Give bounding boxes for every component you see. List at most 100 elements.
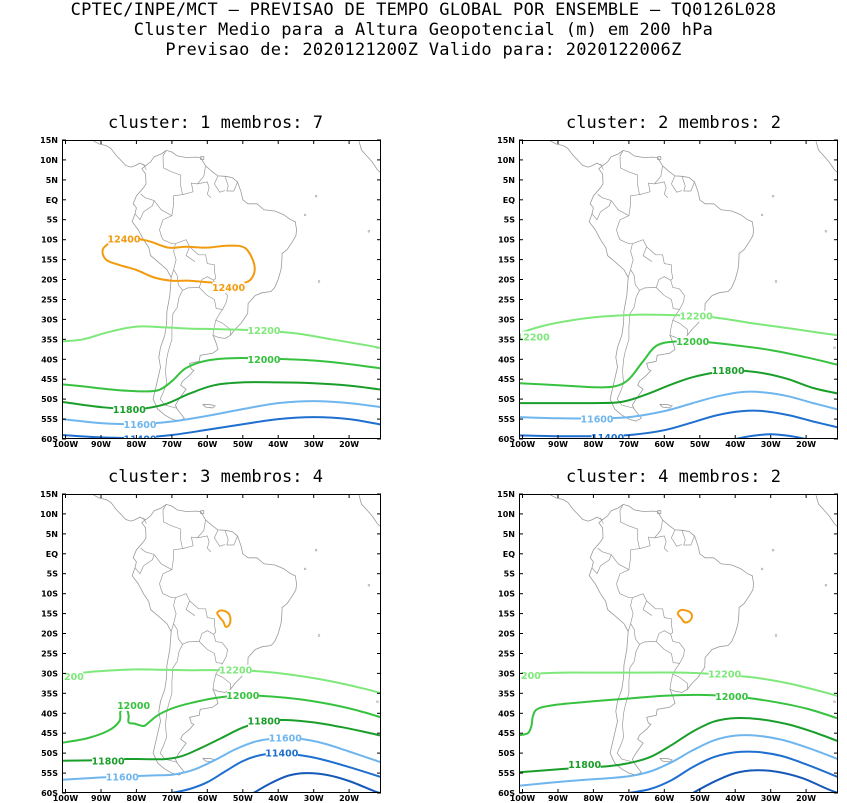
island [336, 137, 338, 139]
lat-label: 45S [41, 729, 58, 738]
coastline [659, 403, 673, 409]
lat-label: 15N [40, 136, 58, 145]
lat-label: 15N [497, 490, 515, 499]
island [332, 487, 334, 489]
lat-label: 20S [498, 276, 515, 285]
contour-12200 [519, 671, 838, 698]
contour-label-bg [124, 419, 156, 431]
lat-label: 5N [46, 530, 58, 539]
lat-label: 45S [498, 375, 515, 384]
country-border [616, 644, 640, 763]
members-number: 2 [770, 467, 782, 487]
lon-label: 70W [619, 440, 639, 449]
lat-label: 35S [498, 689, 515, 698]
lon-label: 40W [725, 794, 745, 803]
coastline [131, 503, 298, 776]
contour-label-bg [519, 669, 541, 681]
island [303, 213, 307, 217]
coastline [200, 156, 205, 160]
island [833, 346, 836, 349]
cluster-number: 1 [200, 113, 211, 133]
members-number: 7 [312, 113, 324, 133]
lat-label: 15S [498, 610, 515, 619]
country-border [185, 246, 196, 262]
contour-11400 [252, 772, 381, 793]
contour-11200 [692, 769, 838, 793]
island [774, 634, 778, 637]
contour-label: 12000 [715, 692, 748, 703]
contour-label: 12000 [247, 355, 280, 366]
contour-label: 12200 [247, 326, 280, 337]
contour-label-bg [62, 671, 84, 683]
country-border [671, 175, 683, 193]
contour-label: 11400 [265, 749, 298, 760]
contour-label: 11600 [580, 415, 613, 426]
contour-11400 [519, 409, 838, 438]
contour-12400 [101, 237, 256, 285]
country-border [616, 215, 634, 278]
map-frame [519, 494, 838, 793]
cluster-number: 3 [200, 467, 211, 487]
lon-label: 20W [339, 440, 359, 449]
contour-label: 12000 [226, 691, 259, 702]
contour-label: 11600 [106, 773, 139, 784]
country-border [616, 569, 634, 632]
panel-title: cluster: 3 membros: 4 [108, 467, 323, 487]
contour-11400 [735, 433, 807, 439]
island [338, 488, 340, 490]
country-border [212, 320, 217, 336]
lat-label: 5S [504, 570, 516, 579]
lat-label: 5S [504, 216, 516, 225]
island [367, 230, 371, 233]
island [317, 634, 321, 637]
map-layers: 12200 12200 12000 11800 11600 11400 [519, 140, 838, 444]
country-border [630, 269, 671, 291]
contour-label: 11400 [591, 433, 624, 444]
contour-label-bg [108, 233, 140, 245]
coastline [131, 149, 298, 422]
island [774, 280, 778, 283]
contour-11800 [519, 716, 838, 774]
lat-label: 10N [497, 510, 515, 519]
coastline [659, 757, 673, 763]
cluster-label: cluster: [566, 467, 648, 487]
island [795, 488, 797, 490]
coastline [143, 517, 147, 525]
lat-label: 25S [41, 296, 58, 305]
contour-label-bg [715, 691, 748, 702]
contour-label-bg [113, 404, 146, 415]
lon-label: 20W [796, 440, 816, 449]
country-border [212, 674, 217, 690]
country-border [591, 554, 612, 575]
contour-label: 11800 [247, 717, 280, 728]
lat-label: 25S [41, 650, 58, 659]
figure-title-line-2: Cluster Medio para a Altura Geopotencial… [133, 20, 714, 40]
lon-label: 40W [268, 794, 288, 803]
lon-label: 20W [339, 794, 359, 803]
lat-label: 50S [498, 749, 515, 758]
island [789, 487, 791, 489]
island [317, 280, 321, 283]
contour-label-bg [568, 758, 601, 770]
members-number: 2 [770, 113, 782, 133]
coastline [91, 494, 146, 522]
lon-label: 40W [268, 440, 288, 449]
figure-title-line-1: CPTEC/INPE/MCT – PREVISAO DE TEMPO GLOBA… [70, 0, 777, 20]
contour-label-bg [265, 747, 298, 759]
coastline [657, 510, 662, 514]
island [303, 567, 307, 571]
coastline [91, 140, 146, 168]
lat-label: 20S [41, 276, 58, 285]
map-panel-2: 12200 12200 12000 11800 11600 11400 15N 10N 5N EQ… [497, 136, 838, 449]
lat-label: EQ [46, 550, 58, 559]
lat-label: 60S [498, 789, 515, 798]
contour-11600 [519, 390, 838, 420]
lat-label: 10N [40, 510, 58, 519]
country-border [669, 320, 674, 336]
island [367, 584, 371, 587]
island [824, 230, 828, 233]
lon-label: 90W [548, 440, 568, 449]
contour-label: 12200 [708, 670, 741, 681]
contour-12000 [62, 694, 381, 744]
contour-12000 [62, 357, 381, 393]
